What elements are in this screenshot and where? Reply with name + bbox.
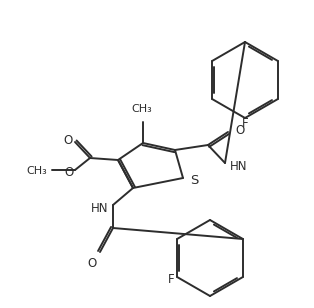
Text: HN: HN <box>230 160 247 172</box>
Text: O: O <box>87 257 97 270</box>
Text: O: O <box>65 165 74 179</box>
Text: O: O <box>235 124 244 136</box>
Text: S: S <box>190 173 198 187</box>
Text: CH₃: CH₃ <box>26 166 47 176</box>
Text: O: O <box>63 133 73 147</box>
Text: CH₃: CH₃ <box>132 104 152 114</box>
Text: F: F <box>242 116 248 129</box>
Text: F: F <box>168 273 174 286</box>
Text: HN: HN <box>90 201 108 214</box>
